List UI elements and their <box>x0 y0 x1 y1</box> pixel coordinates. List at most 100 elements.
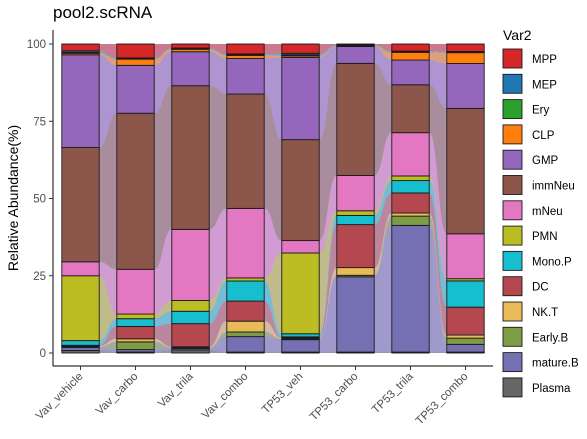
bar-segment-TP53_veh-GMP <box>281 56 320 141</box>
legend-title: Var2 <box>503 27 532 43</box>
flow-immNeu-4 <box>319 63 337 241</box>
flow-mature.B-6 <box>429 225 447 353</box>
bar-segment-TP53_veh-immNeu <box>281 139 320 242</box>
bar-segment-Vav_carbo-MPP <box>116 43 155 59</box>
flow-MPP-1 <box>154 44 172 58</box>
bar-segment-Vav_carbo-NK.T <box>116 338 155 343</box>
bar-segment-TP53_carbo-GMP <box>336 46 375 64</box>
flow-MPP-2 <box>209 44 227 54</box>
flow-Ery-0 <box>99 52 117 60</box>
flow-mature.B-0 <box>99 347 117 353</box>
flow-GMP-4 <box>319 46 337 140</box>
bar-segment-TP53_trila-GMP <box>391 59 430 86</box>
bar-segment-TP53_carbo-MPP <box>336 43 375 46</box>
flow-MPP-0 <box>99 44 117 58</box>
flow-mNeu-6 <box>429 132 447 279</box>
flow-mature.B-1 <box>154 348 172 353</box>
flow-MEP-3 <box>264 53 282 55</box>
flow-Early.B-5 <box>374 216 392 277</box>
flow-immNeu-3 <box>264 94 282 241</box>
bar-segment-Vav_trila-MPP <box>171 43 210 49</box>
flow-Mono.P-3 <box>264 281 282 337</box>
flow-Plasma-0 <box>99 350 117 353</box>
flow-Early.B-2 <box>209 331 227 349</box>
bar-segment-TP53_trila-PMN <box>391 175 430 182</box>
flow-Ery-5 <box>374 45 392 53</box>
bar-segment-TP53_trila-immNeu <box>391 84 430 134</box>
bar-segment-TP53_trila-mNeu <box>391 132 430 177</box>
x-tick-label: TP53_combo <box>414 371 471 428</box>
bar-segment-TP53_carbo-mNeu <box>336 175 375 212</box>
legend-key-Ery <box>502 99 523 120</box>
bar-segment-TP53_carbo-NK.T <box>336 267 375 276</box>
flow-Plasma-6 <box>429 352 447 353</box>
bar-segment-Vav_trila-DC <box>171 323 210 348</box>
flow-NK.T-2 <box>209 321 227 348</box>
bar-segment-Vav_combo-mature.B <box>226 336 265 353</box>
x-tick-label: TP53_trila <box>370 370 416 416</box>
bar-segment-Vav_combo-mNeu <box>226 207 265 279</box>
alluvial-flows <box>99 44 447 353</box>
y-tick-label: 75 <box>33 116 46 128</box>
flow-immNeu-2 <box>209 85 227 230</box>
bar-segment-TP53_trila-Mono.P <box>391 180 430 194</box>
bar-segment-Vav_combo-Early.B <box>226 331 265 338</box>
flow-MEP-4 <box>319 44 337 55</box>
y-axis-title: Relative Abundance(%) <box>5 125 21 271</box>
flow-Mono.P-5 <box>374 180 392 225</box>
flow-immNeu-6 <box>429 84 447 234</box>
flow-NK.T-5 <box>374 213 392 276</box>
bar-segment-TP53_veh-MPP <box>281 43 320 54</box>
flow-background <box>99 44 447 353</box>
x-tick-label: Vav_vehicle <box>34 371 86 423</box>
bar-segment-Vav_vehicle-mature.B <box>61 346 100 351</box>
bar-segment-TP53_combo-GMP <box>446 63 485 109</box>
bar-segment-Vav_trila-immNeu <box>171 85 210 230</box>
flow-DC-1 <box>154 323 172 347</box>
flow-Early.B-6 <box>429 216 447 345</box>
flow-CLP-2 <box>209 49 227 59</box>
flow-Mono.P-1 <box>154 311 172 327</box>
bar-segment-Vav_vehicle-PMN <box>61 275 100 342</box>
y-tick-label: 50 <box>33 194 46 206</box>
flow-immNeu-0 <box>99 113 117 270</box>
flow-Ery-4 <box>319 45 337 56</box>
bar-segment-Vav_combo-NK.T <box>226 320 265 333</box>
legend-key-Mono.P <box>502 250 523 271</box>
x-tick-label: TP53_veh <box>260 371 306 417</box>
flow-mNeu-0 <box>99 261 117 315</box>
legend-key-mature.B <box>502 352 523 373</box>
bar-segment-TP53_carbo-PMN <box>336 210 375 216</box>
flow-mNeu-5 <box>374 132 392 211</box>
bar-segment-Vav_carbo-CLP <box>116 58 155 66</box>
flow-MEP-0 <box>99 50 117 59</box>
flow-CLP-5 <box>374 45 392 61</box>
legend-label-NK.T: NK.T <box>532 307 558 319</box>
bar-segment-Vav_combo-Mono.P <box>226 280 265 302</box>
flow-DC-0 <box>99 326 117 346</box>
legend-key-GMP <box>502 149 523 170</box>
bar-segment-Vav_vehicle-immNeu <box>61 147 100 263</box>
legend-key-immNeu <box>502 175 523 195</box>
flow-Mono.P-4 <box>319 215 337 337</box>
bar-segment-Vav_vehicle-Mono.P <box>61 340 100 346</box>
y-tick-label: 25 <box>33 271 46 283</box>
legend-key-CLP <box>502 124 523 145</box>
flow-MPP-3 <box>264 44 282 54</box>
bar-segment-Vav_trila-GMP <box>171 51 210 87</box>
legend-label-DC: DC <box>532 282 549 294</box>
legend-key-MEP <box>502 73 523 94</box>
flow-GMP-3 <box>264 57 282 140</box>
bar-segment-Vav_trila-Mono.P <box>171 310 210 325</box>
legend: MPP MEP Ery CLP GMP immNeu mNeu PMN Mono.P DC NK.T… <box>502 48 579 398</box>
flow-Ery-1 <box>154 48 172 60</box>
flow-NK.T-1 <box>154 338 172 348</box>
bar-segment-Vav_carbo-immNeu <box>116 112 155 270</box>
bar-segment-TP53_veh-mature.B <box>281 339 320 353</box>
legend-label-Ery: Ery <box>532 105 550 117</box>
flow-Plasma-1 <box>154 349 172 353</box>
flow-CLP-6 <box>429 52 447 64</box>
legend-key-mNeu <box>502 200 523 221</box>
flow-PMN-0 <box>99 275 117 341</box>
bar-segment-TP53_combo-CLP <box>446 52 485 64</box>
